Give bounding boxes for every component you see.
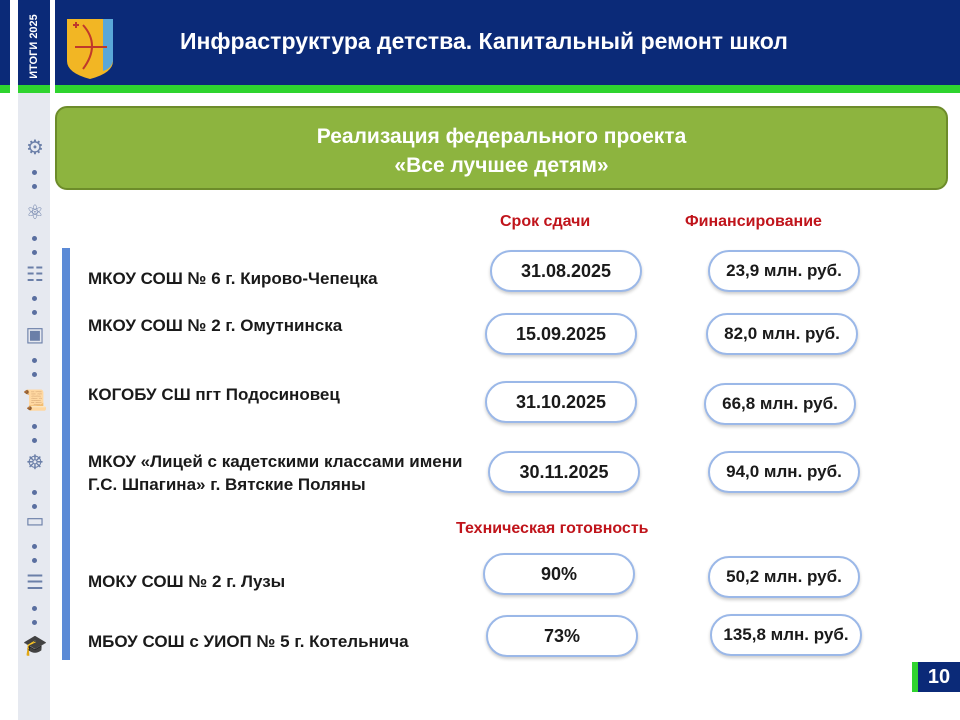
certificate-icon[interactable]: 📜	[22, 390, 48, 412]
sidebar	[18, 93, 50, 720]
readiness-heading: Техническая готовность	[456, 520, 649, 537]
nav-dot	[32, 544, 37, 549]
school-name: МОКУ СОШ № 2 г. Лузы	[88, 572, 286, 591]
nav-dot	[32, 606, 37, 611]
nav-dot	[32, 504, 37, 509]
accent-bar	[62, 248, 70, 660]
deadline-heading: Срок сдачи	[500, 213, 591, 230]
chip-icon[interactable]: ▣	[25, 324, 45, 346]
nav-dot	[32, 170, 37, 175]
nav-dot	[32, 620, 37, 625]
nav-dot	[32, 236, 37, 241]
deadline-pill: 30.11.2025	[488, 451, 640, 493]
atom-icon[interactable]: ⚛	[26, 202, 44, 224]
header-accent-line	[0, 85, 960, 93]
readiness-pill: 73%	[486, 615, 638, 657]
people-icon[interactable]: ☷	[26, 264, 44, 286]
itogi-badge: ИТОГИ 2025	[27, 13, 40, 79]
funding-pill: 66,8 млн. руб.	[704, 383, 856, 425]
funding-pill: 23,9 млн. руб.	[708, 250, 860, 292]
nav-dot	[32, 296, 37, 301]
page-number: 10	[912, 662, 960, 692]
readiness-pill: 90%	[483, 553, 635, 595]
school-name: МКОУ СОШ № 6 г. Кирово-Чепецка	[88, 269, 378, 288]
graduation-cap-icon[interactable]: 🎓	[22, 635, 48, 657]
funding-pill: 82,0 млн. руб.	[706, 313, 858, 355]
page-title: Инфраструктура детства. Капитальный ремо…	[180, 28, 788, 54]
school-name: КОГОБУ СШ пгт Подосиновец	[88, 385, 340, 404]
nav-dot	[32, 558, 37, 563]
funding-pill: 94,0 млн. руб.	[708, 451, 860, 493]
nav-dot	[32, 250, 37, 255]
divider	[50, 0, 55, 93]
nav-dot	[32, 438, 37, 443]
school-name: МКОУ «Лицей с кадетскими классами имени …	[88, 452, 463, 494]
coat-of-arms-logo	[65, 17, 115, 81]
nav-dot	[32, 490, 37, 495]
deadline-pill: 15.09.2025	[485, 313, 637, 355]
deadline-pill: 31.10.2025	[485, 381, 637, 423]
team-icon[interactable]: ☸	[26, 452, 44, 474]
deadline-pill: 31.08.2025	[490, 250, 642, 292]
gear-hands-icon[interactable]: ⚙	[26, 137, 44, 159]
school-name: МКОУ СОШ № 2 г. Омутнинска	[88, 316, 343, 335]
nav-dot	[32, 310, 37, 315]
nav-dot	[32, 184, 37, 189]
nav-dot	[32, 358, 37, 363]
monitor-icon[interactable]: ▭	[25, 510, 45, 532]
teacher-icon[interactable]: ☰	[26, 572, 44, 594]
funding-pill: 50,2 млн. руб.	[708, 556, 860, 598]
project-banner: Реализация федерального проекта «Все луч…	[55, 106, 948, 190]
school-name: МБОУ СОШ с УИОП № 5 г. Котельнича	[88, 632, 409, 651]
divider	[10, 0, 18, 93]
header-bar	[0, 0, 960, 85]
nav-dot	[32, 424, 37, 429]
funding-heading: Финансирование	[685, 213, 822, 230]
nav-dot	[32, 372, 37, 377]
funding-pill: 135,8 млн. руб.	[710, 614, 862, 656]
